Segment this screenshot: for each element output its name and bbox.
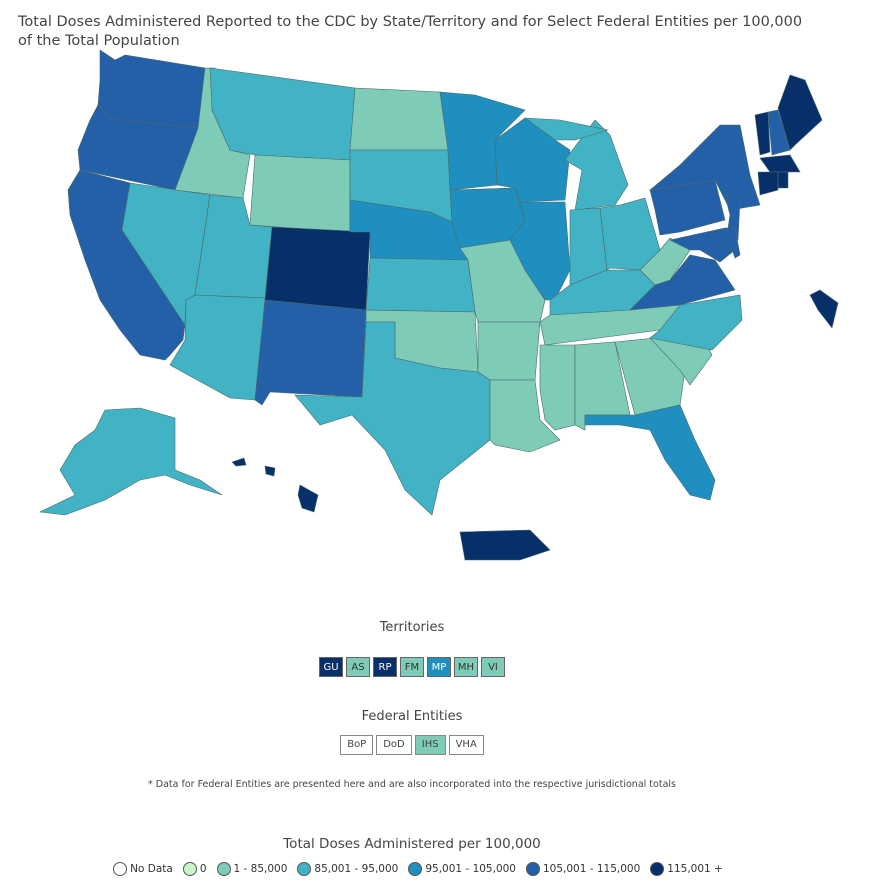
legend-item: 115,001 + [650,862,723,876]
legend-item: 105,001 - 115,000 [525,862,641,876]
state-ri[interactable] [777,171,789,189]
legend-title: Total Doses Administered per 100,000 [283,836,541,852]
state-vt[interactable] [754,111,771,156]
legend-swatch [216,862,231,876]
state-il[interactable] [509,201,571,301]
legend-label: 1 - 85,000 [233,863,288,875]
territory-gu[interactable]: GU [319,657,343,677]
legend-label: 95,001 - 105,000 [425,863,516,875]
legend-swatch [113,862,128,876]
map-title: Total Doses Administered Reported to the… [18,14,803,49]
state-ar[interactable] [477,321,541,381]
legend-swatch [650,862,665,876]
state-hi[interactable] [231,457,319,513]
us-choropleth-map [38,49,839,561]
territory-rp[interactable]: RP [373,657,397,677]
legend-item: 85,001 - 95,000 [297,862,398,876]
legend-swatch [182,862,197,876]
territory-vi[interactable]: VI [481,657,505,677]
state-tx[interactable] [294,321,491,516]
federal-note: * Data for Federal Entities are presente… [148,779,676,790]
legend-swatch [408,862,423,876]
state-mi-up[interactable] [524,117,609,141]
federal-entity-ihs[interactable]: IHS [414,735,446,755]
state-ak[interactable] [38,407,223,516]
federal-entity-bop[interactable]: BoP [340,735,374,755]
state-de[interactable] [724,227,741,259]
legend-item: 95,001 - 105,000 [408,862,516,876]
state-me[interactable] [777,74,823,151]
legend-label: 0 [199,863,207,875]
state-ms[interactable] [539,344,576,431]
state-mt[interactable] [209,67,356,161]
state-fl[interactable] [584,404,716,501]
legend-label: 105,001 - 115,000 [542,863,641,875]
state-wy[interactable] [249,154,351,233]
state-ny[interactable] [648,124,761,211]
federal-entity-vha[interactable]: VHA [448,735,484,755]
federal-entity-dod[interactable]: DoD [376,735,412,755]
territories-title: Territories [379,620,445,635]
state-ma[interactable] [759,154,801,173]
territory-fm[interactable]: FM [400,657,424,677]
legend-label: No Data [130,863,173,875]
legend-label: 115,001 + [667,863,723,875]
territories-boxes: GU AS RP FM MP MH VI [0,657,824,677]
state-co[interactable] [264,226,371,311]
legend-label: 85,001 - 95,000 [314,863,399,875]
state-nd[interactable] [349,87,449,151]
territory-mp[interactable]: MP [427,657,451,677]
territory-mh[interactable]: MH [454,657,478,677]
state-ks[interactable] [365,257,476,313]
state-wa[interactable] [97,49,206,129]
state-nm[interactable] [254,299,367,406]
legend-swatch [525,862,540,876]
legend-swatch [297,862,312,876]
state-ga[interactable] [614,337,686,416]
legend-item: No Data [113,862,173,876]
state-pr[interactable] [459,529,551,561]
state-mi[interactable] [564,119,629,211]
legend: No Data 0 1 - 85,000 85,001 - 95,000 95,001 … [6,862,830,876]
legend-item: 0 [182,862,207,876]
state-la[interactable] [489,379,561,453]
legend-item: 1 - 85,000 [216,862,288,876]
state-dc[interactable] [809,289,839,329]
state-ct[interactable] [757,171,779,196]
territory-as[interactable]: AS [346,657,370,677]
federal-entities-title: Federal Entities [361,709,463,724]
federal-entities-boxes: BoP DoD IHS VHA [0,735,824,755]
